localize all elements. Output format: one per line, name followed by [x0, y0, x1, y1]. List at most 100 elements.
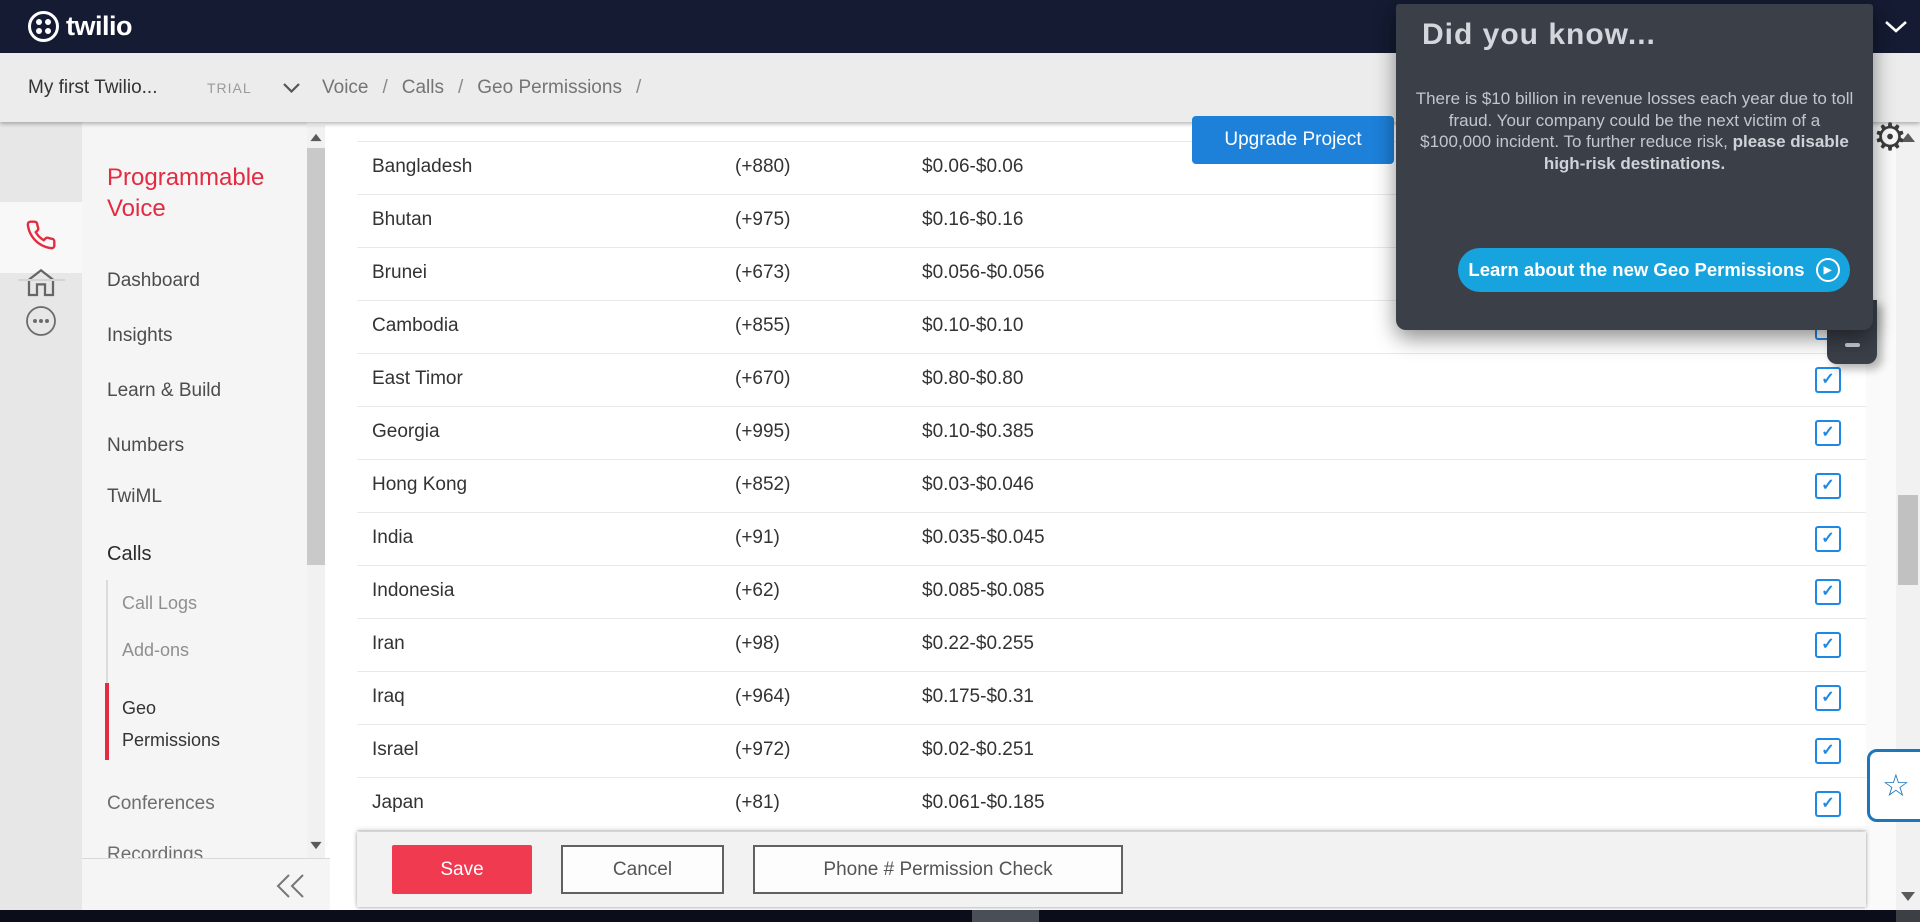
account-chevron-down-icon[interactable]: [1884, 20, 1908, 39]
scroll-down-arrow[interactable]: [310, 841, 322, 850]
sidebar-item-add-ons[interactable]: Add-ons: [122, 640, 190, 660]
voice-phone-icon[interactable]: [0, 219, 82, 251]
horizontal-scrollbar-thumb[interactable]: [972, 910, 1039, 922]
table-row: Indonesia (+62) $0.085-$0.085 ✓: [357, 565, 1866, 618]
country-checkbox[interactable]: ✓: [1815, 473, 1841, 499]
country-checkbox[interactable]: ✓: [1815, 791, 1841, 817]
upgrade-project-button[interactable]: Upgrade Project: [1192, 116, 1394, 164]
price-range: $0.10-$0.385: [922, 421, 1034, 442]
sidebar-item-learn-build[interactable]: Learn & Build: [107, 380, 222, 401]
check-icon: ✓: [1821, 583, 1835, 600]
popup-body-text: There is $10 billion in revenue losses e…: [1415, 89, 1854, 173]
country-checkbox[interactable]: ✓: [1815, 738, 1841, 764]
country-checkbox[interactable]: ✓: [1815, 367, 1841, 393]
table-row: Iraq (+964) $0.175-$0.31 ✓: [357, 671, 1866, 724]
table-row: Hong Kong (+852) $0.03-$0.046 ✓: [357, 459, 1866, 512]
price-range: $0.03-$0.046: [922, 474, 1034, 495]
settings-gear-icon[interactable]: ⚙: [1873, 117, 1908, 159]
country-code: (+670): [735, 368, 791, 389]
country-checkbox[interactable]: ✓: [1815, 420, 1841, 446]
country-code: (+62): [735, 580, 780, 601]
page-scrollbar-thumb[interactable]: [1898, 495, 1918, 585]
breadcrumb-calls[interactable]: Calls: [401, 76, 444, 98]
rail-divider: [18, 279, 65, 281]
breadcrumb-geo-permissions[interactable]: Geo Permissions: [477, 76, 622, 98]
star-icon: ☆: [1882, 767, 1910, 803]
cancel-button[interactable]: Cancel: [561, 845, 724, 894]
active-item-red-bar: [105, 683, 109, 760]
sidebar-item-conferences[interactable]: Conferences: [107, 793, 215, 814]
scroll-up-arrow[interactable]: [1901, 133, 1915, 142]
sidebar-item-numbers[interactable]: Numbers: [107, 435, 185, 456]
price-range: $0.085-$0.085: [922, 580, 1045, 601]
popup-title: Did you know...: [1422, 18, 1656, 51]
sidebar-item-dashboard[interactable]: Dashboard: [107, 270, 200, 291]
sidebar-item-insights[interactable]: Insights: [107, 325, 173, 346]
country-name: Cambodia: [372, 315, 459, 336]
price-range: $0.06-$0.06: [922, 156, 1024, 177]
learn-geo-permissions-button[interactable]: Learn about the new Geo Permissions ▶: [1458, 248, 1850, 292]
price-range: $0.035-$0.045: [922, 527, 1045, 548]
country-code: (+995): [735, 421, 791, 442]
breadcrumb-separator: /: [635, 76, 642, 98]
geo-permissions-table: Bangladesh (+880) $0.06-$0.06 ✓ Bhutan (…: [357, 141, 1866, 831]
subnav-border: [106, 580, 108, 683]
country-checkbox[interactable]: ✓: [1815, 526, 1841, 552]
twilio-logo-icon: [28, 11, 59, 42]
country-name: Bangladesh: [372, 156, 473, 177]
price-range: $0.175-$0.31: [922, 686, 1034, 707]
country-name: Iran: [372, 633, 405, 654]
save-button[interactable]: Save: [392, 845, 532, 894]
sidebar-item-geo-permissions[interactable]: Geo Permissions: [122, 698, 221, 750]
minimize-icon: [1845, 343, 1860, 347]
check-icon: ✓: [1821, 689, 1835, 706]
check-icon: ✓: [1821, 424, 1835, 441]
sidebar-item-call-logs[interactable]: Call Logs: [122, 593, 198, 613]
sidebar-item-calls[interactable]: Calls: [107, 543, 152, 565]
country-code: (+880): [735, 156, 791, 177]
product-icon-rail: [0, 122, 82, 910]
collapse-sidebar-icon[interactable]: [274, 871, 308, 906]
country-checkbox[interactable]: ✓: [1815, 579, 1841, 605]
country-checkbox[interactable]: ✓: [1815, 685, 1841, 711]
project-chevron-down-icon[interactable]: [282, 81, 301, 99]
sidebar-scrollbar-thumb[interactable]: [307, 148, 325, 565]
breadcrumb-separator: /: [458, 76, 464, 98]
country-code: (+964): [735, 686, 791, 707]
voice-sidebar-nav: Programmable Voice Dashboard Insights Le…: [82, 122, 307, 858]
home-icon[interactable]: [0, 267, 82, 299]
project-name[interactable]: My first Twilio...: [28, 76, 158, 98]
breadcrumb-voice[interactable]: Voice: [322, 76, 369, 98]
table-row: East Timor (+670) $0.80-$0.80 ✓: [357, 353, 1866, 406]
country-name: Hong Kong: [372, 474, 468, 495]
country-code: (+852): [735, 474, 791, 495]
check-icon: ✓: [1821, 742, 1835, 759]
sidebar-scrollbar[interactable]: [307, 125, 325, 858]
phone-permission-check-button[interactable]: Phone # Permission Check: [753, 845, 1123, 894]
table-row: Israel (+972) $0.02-$0.251 ✓: [357, 724, 1866, 777]
scroll-down-arrow[interactable]: [1901, 892, 1915, 901]
bottom-status-strip: [0, 910, 1920, 922]
check-icon: ✓: [1821, 636, 1835, 653]
sidebar-footer: [82, 858, 330, 910]
country-name: India: [372, 527, 414, 548]
country-code: (+972): [735, 739, 791, 760]
twilio-logo[interactable]: twilio: [28, 11, 133, 42]
price-range: $0.056-$0.056: [922, 262, 1045, 283]
sidebar-item-twiml[interactable]: TwiML: [107, 486, 162, 507]
country-name: Japan: [372, 792, 424, 813]
country-code: (+673): [735, 262, 791, 283]
check-icon: ✓: [1821, 371, 1835, 388]
table-row: Japan (+81) $0.061-$0.185 ✓: [357, 777, 1866, 830]
table-row: India (+91) $0.035-$0.045 ✓: [357, 512, 1866, 565]
country-checkbox[interactable]: ✓: [1815, 632, 1841, 658]
country-code: (+81): [735, 792, 780, 813]
country-name: Bhutan: [372, 209, 433, 230]
more-products-icon[interactable]: [0, 304, 82, 338]
table-row: Iran (+98) $0.22-$0.255 ✓: [357, 618, 1866, 671]
sidebar-item-recordings[interactable]: Recordings: [107, 844, 204, 858]
sidebar-product-title[interactable]: Programmable Voice: [107, 164, 265, 222]
scroll-up-arrow[interactable]: [310, 133, 322, 142]
bookmark-star-widget[interactable]: ☆: [1867, 749, 1920, 822]
trial-badge: TRIAL: [207, 79, 252, 96]
